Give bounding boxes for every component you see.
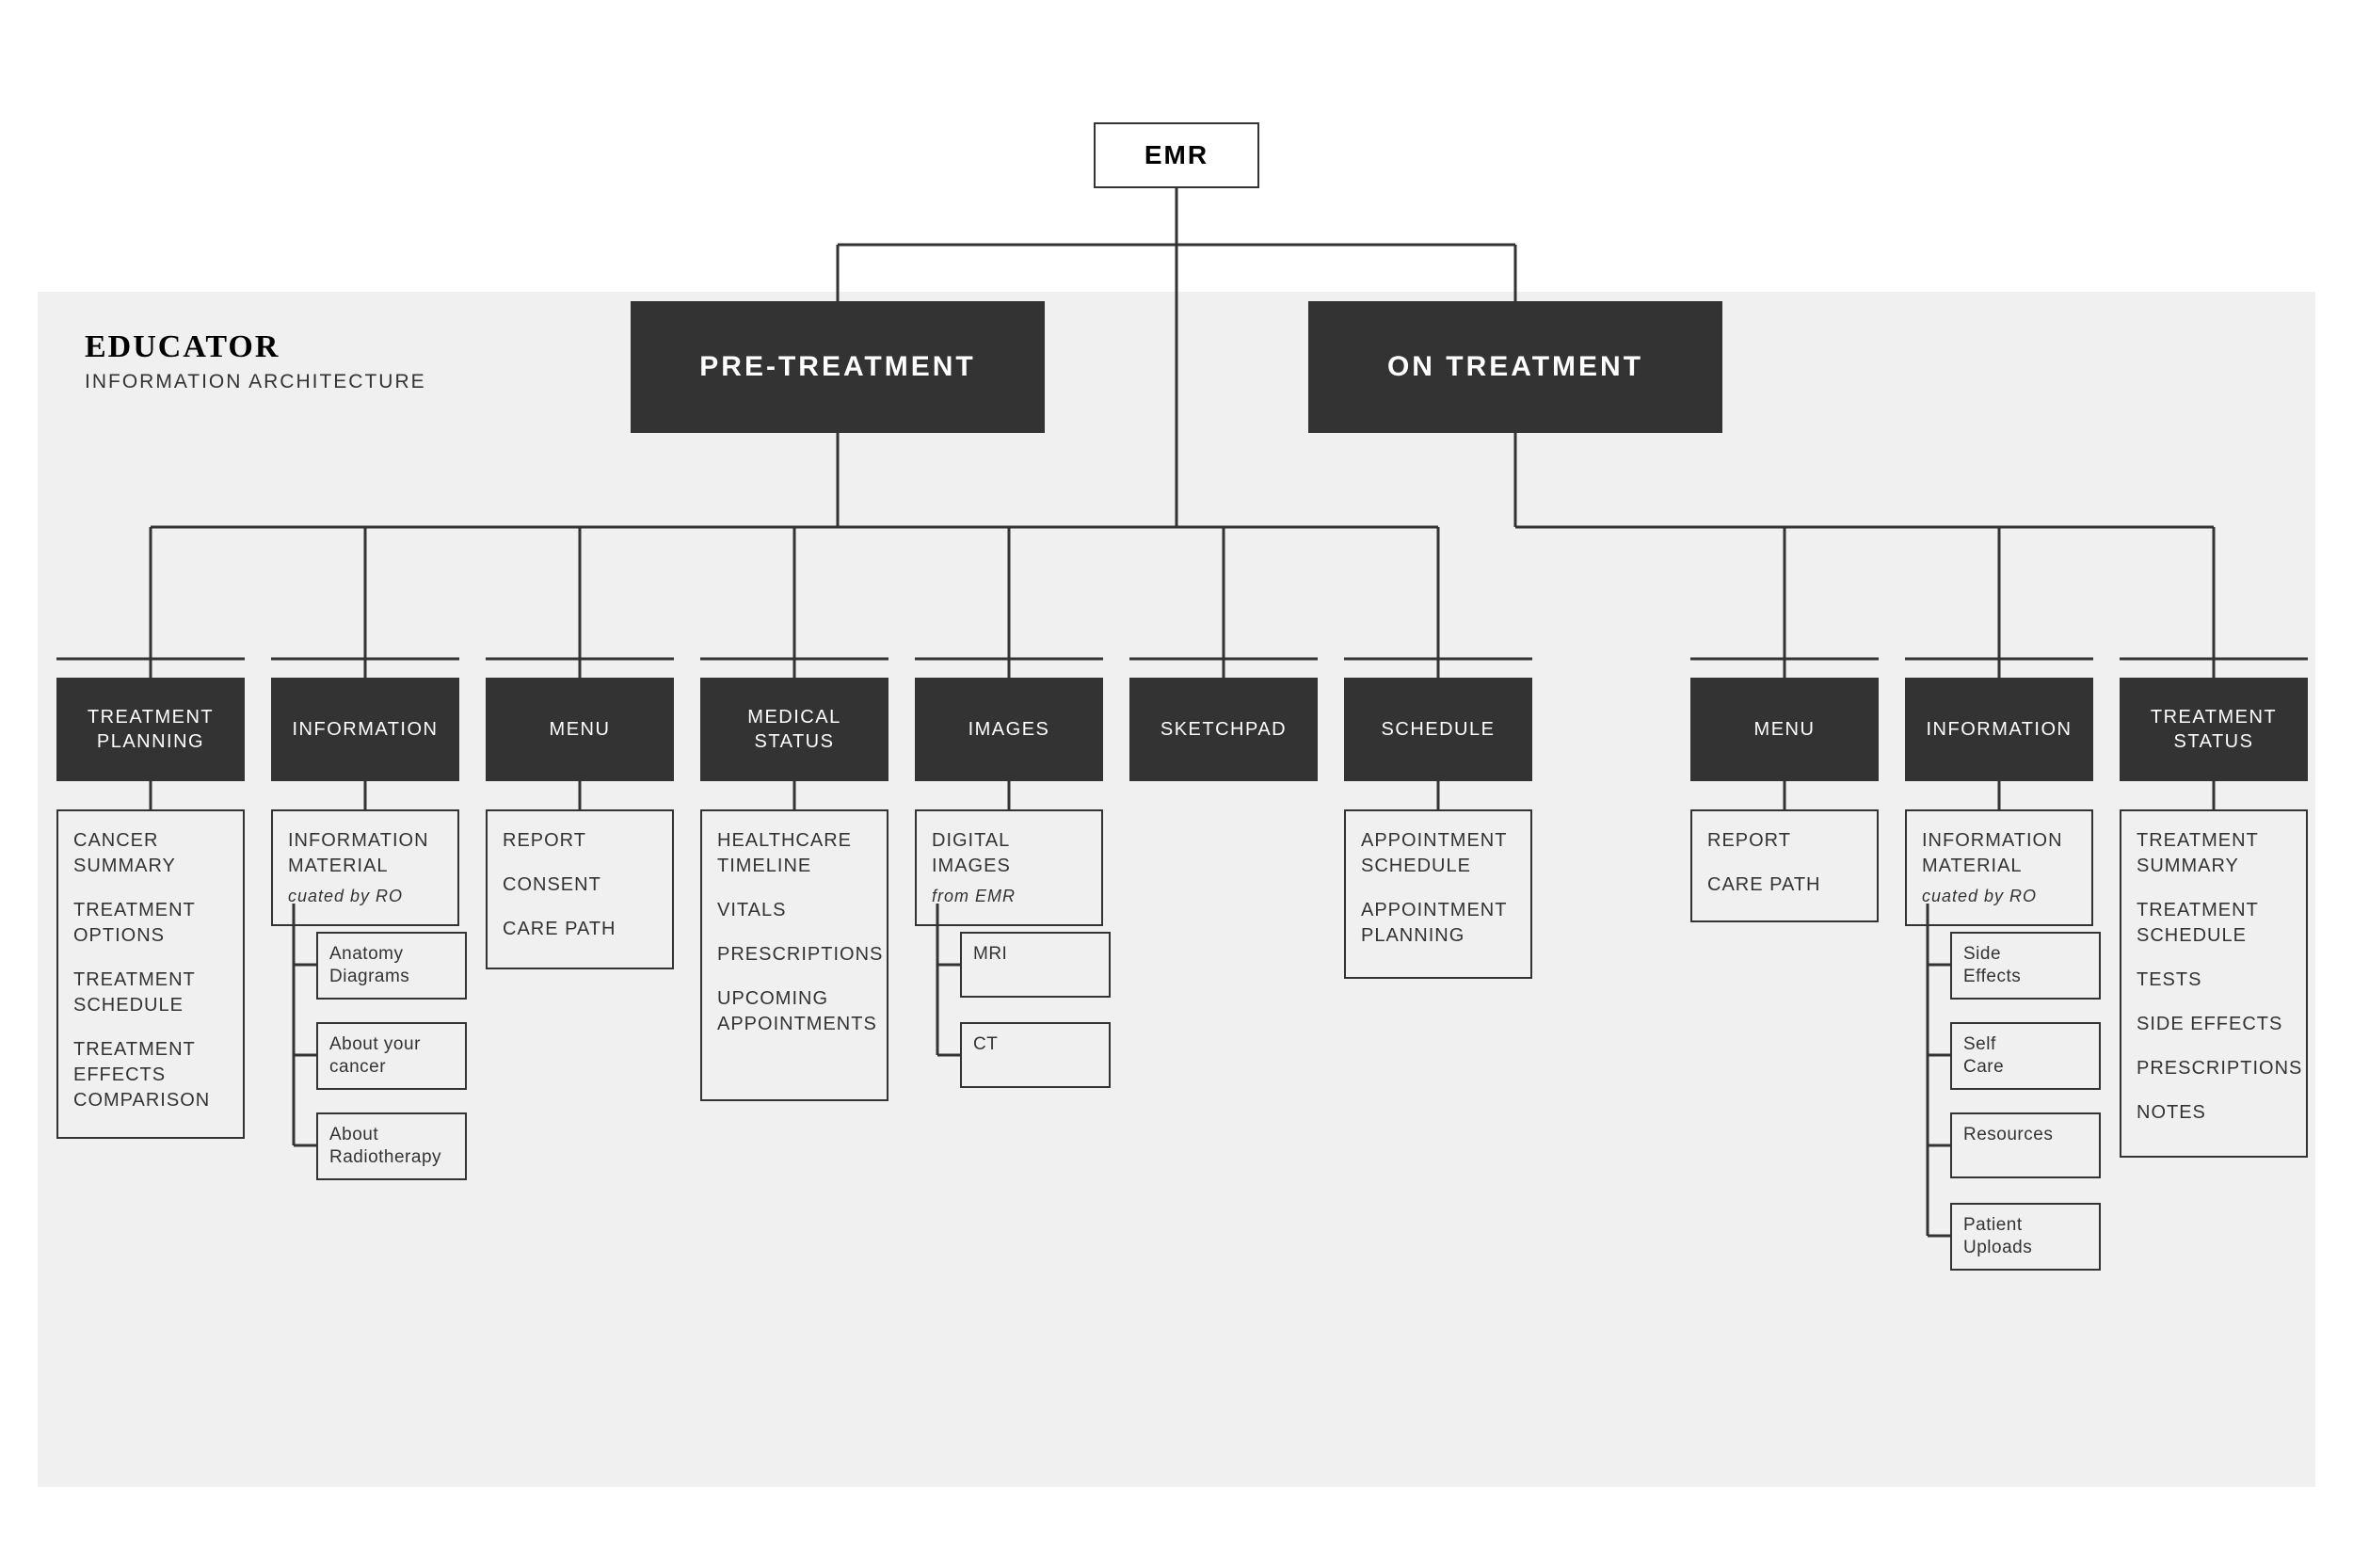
sub-item: PatientUploads: [1950, 1203, 2101, 1271]
node-images: IMAGES: [915, 678, 1103, 781]
list-item: TREATMENTSCHEDULE: [2137, 898, 2291, 949]
sub-item: AnatomyDiagrams: [316, 932, 467, 1000]
node-label: SKETCHPAD: [1160, 717, 1287, 742]
list-item: REPORT: [503, 828, 657, 854]
list-item: TREATMENTOPTIONS: [73, 898, 228, 949]
list-item: SIDE EFFECTS: [2137, 1012, 2291, 1037]
node-label: TREATMENTSTATUS: [2151, 705, 2277, 754]
list-item: APPOINTMENTSCHEDULE: [1361, 828, 1515, 879]
list-item: CARE PATH: [1707, 872, 1862, 898]
list-item: INFORMATIONMATERIAL: [1922, 828, 2076, 879]
node-schedule: SCHEDULE: [1344, 678, 1532, 781]
items-treatment-status: TREATMENTSUMMARY TREATMENTSCHEDULE TESTS SI…: [2120, 809, 2308, 1158]
node-label: MEDICALSTATUS: [747, 705, 840, 754]
node-treatment-status: TREATMENTSTATUS: [2120, 678, 2308, 781]
header: EDUCATOR INFORMATION ARCHITECTURE: [85, 329, 426, 393]
items-information-pre: INFORMATIONMATERIAL cuated by RO: [271, 809, 459, 926]
list-item-note: cuated by RO: [288, 885, 442, 907]
node-menu-on: MENU: [1690, 678, 1879, 781]
items-menu-pre: REPORT CONSENT CARE PATH: [486, 809, 674, 969]
sub-item: CT: [960, 1022, 1111, 1088]
list-item-note: cuated by RO: [1922, 885, 2076, 907]
list-item: NOTES: [2137, 1100, 2291, 1126]
list-item: TREATMENTSUMMARY: [2137, 828, 2291, 879]
list-item-note: from EMR: [932, 885, 1086, 907]
list-item: INFORMATIONMATERIAL: [288, 828, 442, 879]
node-information-pre: INFORMATION: [271, 678, 459, 781]
items-medical-status: HEALTHCARETIMELINE VITALS PRESCRIPTIONS UPC…: [700, 809, 888, 1101]
page-title: EDUCATOR: [85, 329, 426, 365]
node-label: TREATMENTPLANNING: [88, 705, 214, 754]
node-label: INFORMATION: [1926, 717, 2072, 742]
page-subtitle: INFORMATION ARCHITECTURE: [85, 371, 426, 393]
sub-item: SelfCare: [1950, 1022, 2101, 1090]
list-item: CONSENT: [503, 872, 657, 898]
node-menu-pre: MENU: [486, 678, 674, 781]
list-item: HEALTHCARETIMELINE: [717, 828, 872, 879]
sub-item: MRI: [960, 932, 1111, 998]
node-label: MENU: [550, 717, 611, 742]
list-item: DIGITALIMAGES: [932, 828, 1086, 879]
list-item: CANCERSUMMARY: [73, 828, 228, 879]
node-on-treatment: ON TREATMENT: [1308, 301, 1722, 433]
node-treatment-planning: TREATMENTPLANNING: [56, 678, 245, 781]
node-label: PRE-TREATMENT: [699, 351, 975, 383]
list-item: VITALS: [717, 898, 872, 923]
node-medical-status: MEDICALSTATUS: [700, 678, 888, 781]
list-item: APPOINTMENTPLANNING: [1361, 898, 1515, 949]
node-label: EMR: [1144, 140, 1209, 170]
node-emr-root: EMR: [1094, 122, 1259, 188]
node-sketchpad: SKETCHPAD: [1129, 678, 1318, 781]
node-label: IMAGES: [968, 717, 1050, 742]
sub-item: About yourcancer: [316, 1022, 467, 1090]
items-treatment-planning: CANCERSUMMARY TREATMENTOPTIONS TREATMENTSC…: [56, 809, 245, 1139]
list-item: UPCOMINGAPPOINTMENTS: [717, 986, 872, 1037]
node-information-on: INFORMATION: [1905, 678, 2093, 781]
node-label: MENU: [1754, 717, 1816, 742]
list-item: CARE PATH: [503, 917, 657, 942]
list-item: PRESCRIPTIONS: [717, 942, 872, 968]
sub-item: SideEffects: [1950, 932, 2101, 1000]
list-item: REPORT: [1707, 828, 1862, 854]
list-item: TREATMENTEFFECTSCOMPARISON: [73, 1037, 228, 1113]
list-item: PRESCRIPTIONS: [2137, 1056, 2291, 1081]
items-images: DIGITALIMAGES from EMR: [915, 809, 1103, 926]
items-menu-on: REPORT CARE PATH: [1690, 809, 1879, 922]
node-label: INFORMATION: [292, 717, 438, 742]
sub-item: AboutRadiotherapy: [316, 1112, 467, 1180]
sub-item: Resources: [1950, 1112, 2101, 1178]
list-item: TESTS: [2137, 968, 2291, 993]
node-label: ON TREATMENT: [1387, 351, 1643, 383]
list-item: TREATMENTSCHEDULE: [73, 968, 228, 1018]
node-pre-treatment: PRE-TREATMENT: [631, 301, 1045, 433]
node-label: SCHEDULE: [1382, 717, 1496, 742]
items-information-on: INFORMATIONMATERIAL cuated by RO: [1905, 809, 2093, 926]
items-schedule: APPOINTMENTSCHEDULE APPOINTMENTPLANNING: [1344, 809, 1532, 979]
